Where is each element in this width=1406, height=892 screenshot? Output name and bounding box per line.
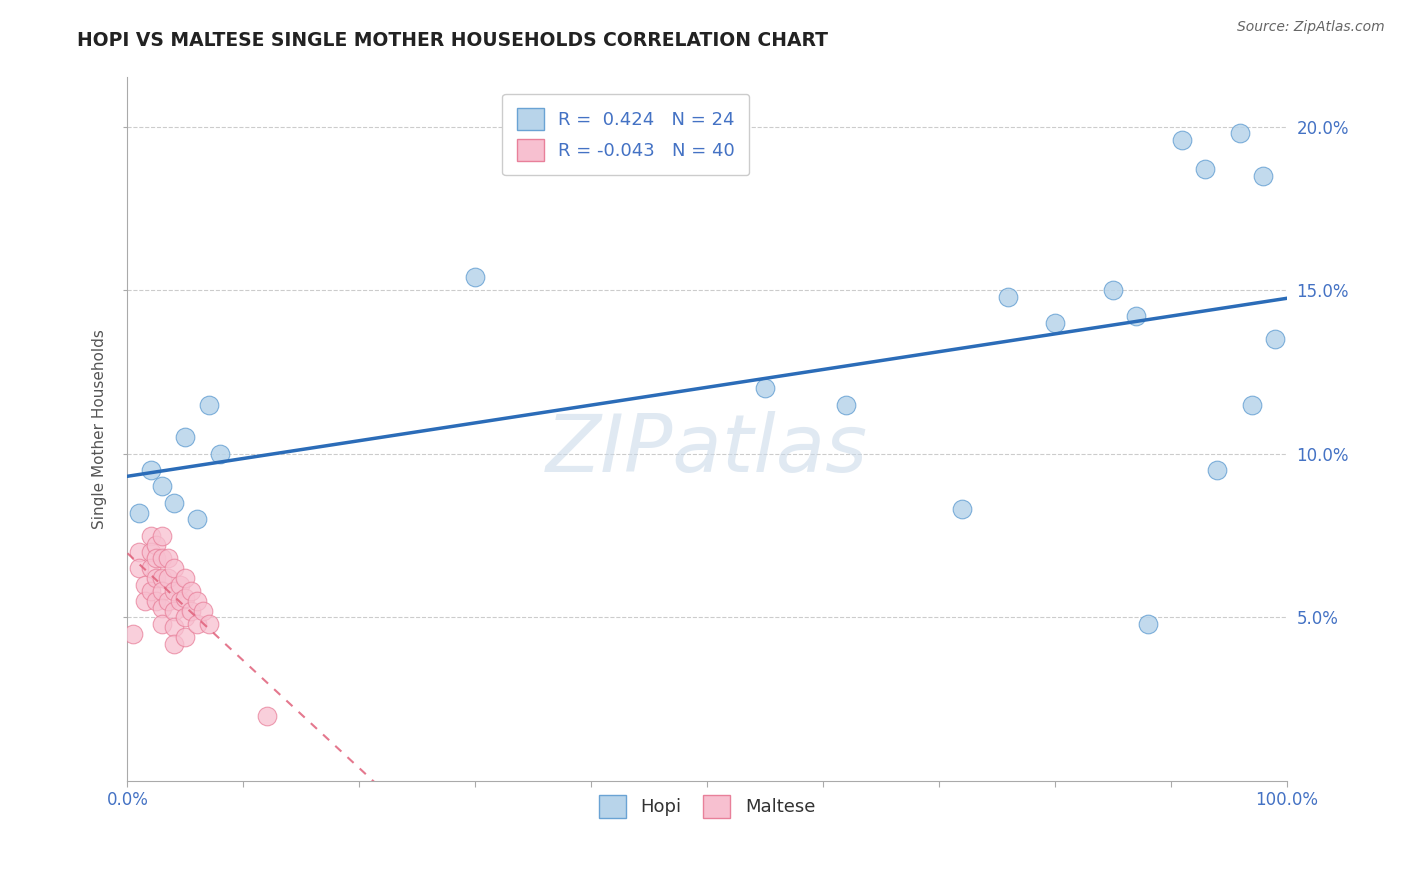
Point (191, 604, 214, 618)
Point (157, 571, 180, 585)
Point (1229, 126, 1251, 140)
Point (163, 561, 186, 575)
Point (157, 594, 180, 608)
Point (1264, 332, 1286, 346)
Point (174, 591, 197, 605)
Text: ZIPatlas: ZIPatlas (546, 411, 868, 490)
Point (145, 571, 167, 585)
Point (163, 604, 186, 618)
Point (163, 620, 186, 634)
Point (134, 594, 156, 608)
Point (1101, 283, 1123, 297)
Point (150, 479, 173, 493)
Point (139, 584, 162, 599)
Point (139, 545, 162, 559)
Point (754, 381, 776, 395)
Point (1125, 310, 1147, 324)
Point (139, 528, 162, 542)
Point (163, 584, 186, 599)
Point (128, 545, 150, 559)
Y-axis label: Single Mother Households: Single Mother Households (93, 329, 107, 529)
Point (197, 616, 219, 631)
Point (174, 430, 197, 444)
Point (180, 584, 202, 599)
Point (464, 270, 486, 285)
Text: Source: ZipAtlas.com: Source: ZipAtlas.com (1237, 20, 1385, 34)
Point (174, 630, 197, 644)
Point (186, 512, 208, 526)
Point (145, 538, 167, 552)
Point (169, 594, 191, 608)
Point (180, 604, 202, 618)
Point (186, 594, 208, 608)
Point (186, 616, 208, 631)
Legend: Hopi, Maltese: Hopi, Maltese (592, 789, 823, 825)
Point (128, 561, 150, 575)
Point (128, 506, 150, 520)
Point (157, 551, 180, 566)
Point (150, 551, 173, 566)
Point (1136, 616, 1159, 631)
Point (997, 290, 1019, 304)
Point (150, 571, 173, 585)
Point (835, 398, 858, 412)
Point (197, 398, 219, 412)
Point (134, 577, 156, 591)
Point (163, 636, 186, 650)
Point (1043, 316, 1066, 330)
Point (122, 626, 145, 640)
Point (1194, 162, 1216, 177)
Point (209, 447, 232, 461)
Point (150, 616, 173, 631)
Point (145, 551, 167, 566)
Point (1240, 398, 1263, 412)
Point (150, 584, 173, 599)
Point (150, 528, 173, 542)
Point (150, 600, 173, 615)
Point (163, 496, 186, 510)
Point (169, 577, 191, 591)
Point (256, 708, 278, 723)
Text: HOPI VS MALTESE SINGLE MOTHER HOUSEHOLDS CORRELATION CHART: HOPI VS MALTESE SINGLE MOTHER HOUSEHOLDS… (77, 31, 828, 50)
Point (139, 463, 162, 477)
Point (174, 610, 197, 624)
Point (950, 502, 973, 516)
Point (1253, 169, 1275, 183)
Point (1206, 463, 1229, 477)
Point (139, 561, 162, 575)
Point (145, 594, 167, 608)
Point (174, 571, 197, 585)
Point (1171, 133, 1194, 147)
